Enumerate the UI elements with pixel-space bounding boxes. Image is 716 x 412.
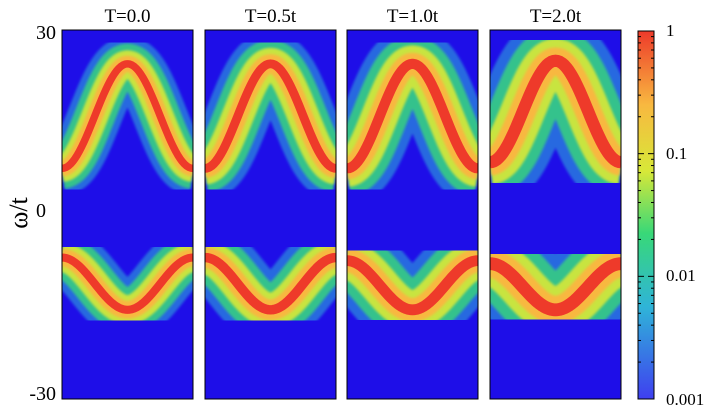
y-axis-label: ω/t: [4, 196, 33, 228]
colorbar-tick-label-0.01: 0.01: [666, 266, 696, 285]
y-tick-zero: 0: [36, 200, 46, 222]
y-tick-bottom: -30: [29, 383, 56, 405]
panel-2: T=0.5t: [204, 6, 337, 400]
panel-1: T=0.0: [61, 6, 194, 400]
colorbar-gradient: [637, 30, 655, 400]
upper-band-layer-5: [490, 54, 621, 169]
panels-layer: T=0.0 T=0.5t T=1.0t T=2.0t: [61, 6, 622, 400]
upper-band-layer-5: [62, 60, 193, 173]
colorbar-tick-label-0.001: 0.001: [666, 390, 704, 409]
panel-title: T=0.5t: [245, 6, 297, 27]
colorbar-tick-label-0.1: 0.1: [666, 144, 687, 163]
panel-frame: [61, 29, 194, 400]
y-tick-top: 30: [36, 22, 56, 44]
lower-band-layer-5: [490, 257, 621, 317]
panel-title: T=2.0t: [530, 6, 582, 27]
lower-band-layer-5: [347, 255, 478, 316]
panel-title: T=0.0: [104, 6, 150, 27]
upper-band-layer-5: [205, 59, 336, 173]
panel-frame: [204, 29, 337, 400]
lower-band-layer-5: [62, 253, 193, 314]
panel-4: T=2.0t: [489, 6, 622, 400]
y-axis: 30 0 -30 ω/t: [4, 22, 56, 405]
upper-band-layer-5: [347, 58, 478, 174]
colorbar-tick-label-1: 1: [666, 21, 675, 40]
colorbar: 1 0.1 0.01 0.001: [637, 21, 704, 409]
panel-frame: [346, 29, 479, 400]
colorbar-ticks: [638, 36, 654, 400]
panel-3: T=1.0t: [346, 6, 479, 400]
panel-title: T=1.0t: [387, 6, 439, 27]
lower-band-layer-5: [205, 252, 336, 315]
panel-frame: [489, 29, 622, 400]
